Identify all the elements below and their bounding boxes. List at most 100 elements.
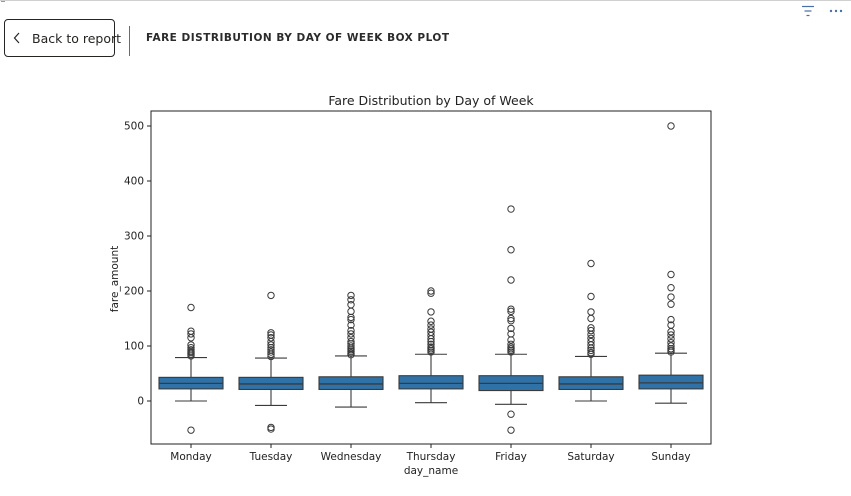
outlier-point [507,276,515,284]
outlier-point [347,326,355,335]
outlier-point [427,340,435,349]
box-iqr [558,376,624,390]
outlier-point [587,348,595,357]
outlier-point [507,340,515,349]
outlier-point [507,317,515,325]
x-tick-label: Tuesday [249,451,293,463]
x-tick-label: Saturday [567,451,614,463]
outlier-point [587,308,595,316]
outlier-point [507,330,515,338]
outlier-point [587,292,595,301]
corner-mark [1,1,5,2]
outlier-point [187,330,195,338]
outlier-point [347,315,355,324]
outlier-point [427,325,435,333]
page-title: FARE DISTRIBUTION BY DAY OF WEEK BOX PLO… [146,32,450,44]
outlier-point [267,348,275,356]
outlier-point [587,334,595,342]
outlier-point [507,410,515,418]
outlier-point [667,331,675,339]
outlier-point [267,423,275,432]
y-tick-label: 200 [124,286,144,298]
outlier-point [507,336,515,344]
outlier-point [667,300,675,308]
outlier-point [507,305,515,313]
outlier-point [347,301,355,309]
visual-header-icons [799,4,845,18]
outlier-point [187,303,195,312]
header-divider [129,26,130,56]
outlier-point [507,246,515,254]
outlier-point [507,314,515,323]
outlier-point [347,291,355,300]
outlier-point [507,324,515,333]
outlier-point [427,289,435,297]
chart-title: Fare Distribution by Day of Week [328,93,534,108]
chevron-left-icon [13,31,21,45]
outlier-point [587,314,595,323]
outlier-point [587,346,595,355]
outlier-point [667,122,675,130]
outlier-point [267,329,275,337]
outlier-point [267,331,275,339]
outlier-point [667,284,675,292]
outlier-point [187,426,195,434]
outlier-point [347,321,355,329]
outlier-point [507,307,515,316]
x-tick-label: Wednesday [321,451,382,463]
outlier-point [427,321,435,329]
outlier-point [347,334,355,342]
outlier-point [587,259,595,268]
box-iqr [318,376,384,390]
outlier-point [347,307,355,316]
outlier-point [507,343,515,351]
outlier-point [587,337,595,346]
outlier-point [267,291,275,300]
outlier-point [187,341,195,349]
outlier-point [667,335,675,343]
x-tick-label: Thursday [406,451,456,463]
outlier-point [667,270,675,279]
outlier-point [427,343,435,351]
outlier-point [187,327,195,335]
outlier-point [507,205,515,213]
outlier-point [667,339,675,347]
back-to-report-button[interactable]: Back to report [4,19,121,57]
x-tick-label: Friday [495,451,527,463]
x-tick-label: Monday [170,451,211,463]
outlier-point [667,321,675,329]
outlier-point [347,296,355,304]
y-tick-label: 100 [124,341,144,353]
y-tick-label: 0 [137,396,144,408]
outlier-point [667,293,675,301]
top-border [0,0,851,1]
outlier-point [427,328,435,336]
outlier-point [427,317,435,325]
outlier-point [587,326,595,335]
y-axis-label: fare_amount [109,246,121,312]
outlier-point [507,426,515,434]
filter-lines-icon[interactable] [799,4,817,18]
outlier-point [587,324,595,332]
y-tick-label: 300 [124,231,144,243]
outlier-point [427,287,435,295]
more-options-icon[interactable] [827,4,845,18]
outlier-point [427,308,435,316]
outlier-point [267,334,275,342]
outlier-point [667,342,675,350]
outlier-point [267,346,275,354]
outlier-point [667,315,675,324]
outlier-point [187,346,195,354]
y-tick-label: 500 [124,121,144,133]
box-iqr [398,375,464,390]
plot-area: 0 100 200 300 400 500 Monday Tuesday Wednesday Th… [124,110,712,463]
back-button-label: Back to report [32,30,122,46]
outlier-point [347,330,355,338]
box-iqr [638,374,704,390]
outlier-point [267,341,275,349]
outlier-point [347,337,355,346]
x-axis-label: day_name [404,465,458,477]
x-tick-label: Sunday [651,451,690,463]
y-tick-label: 400 [124,176,144,188]
